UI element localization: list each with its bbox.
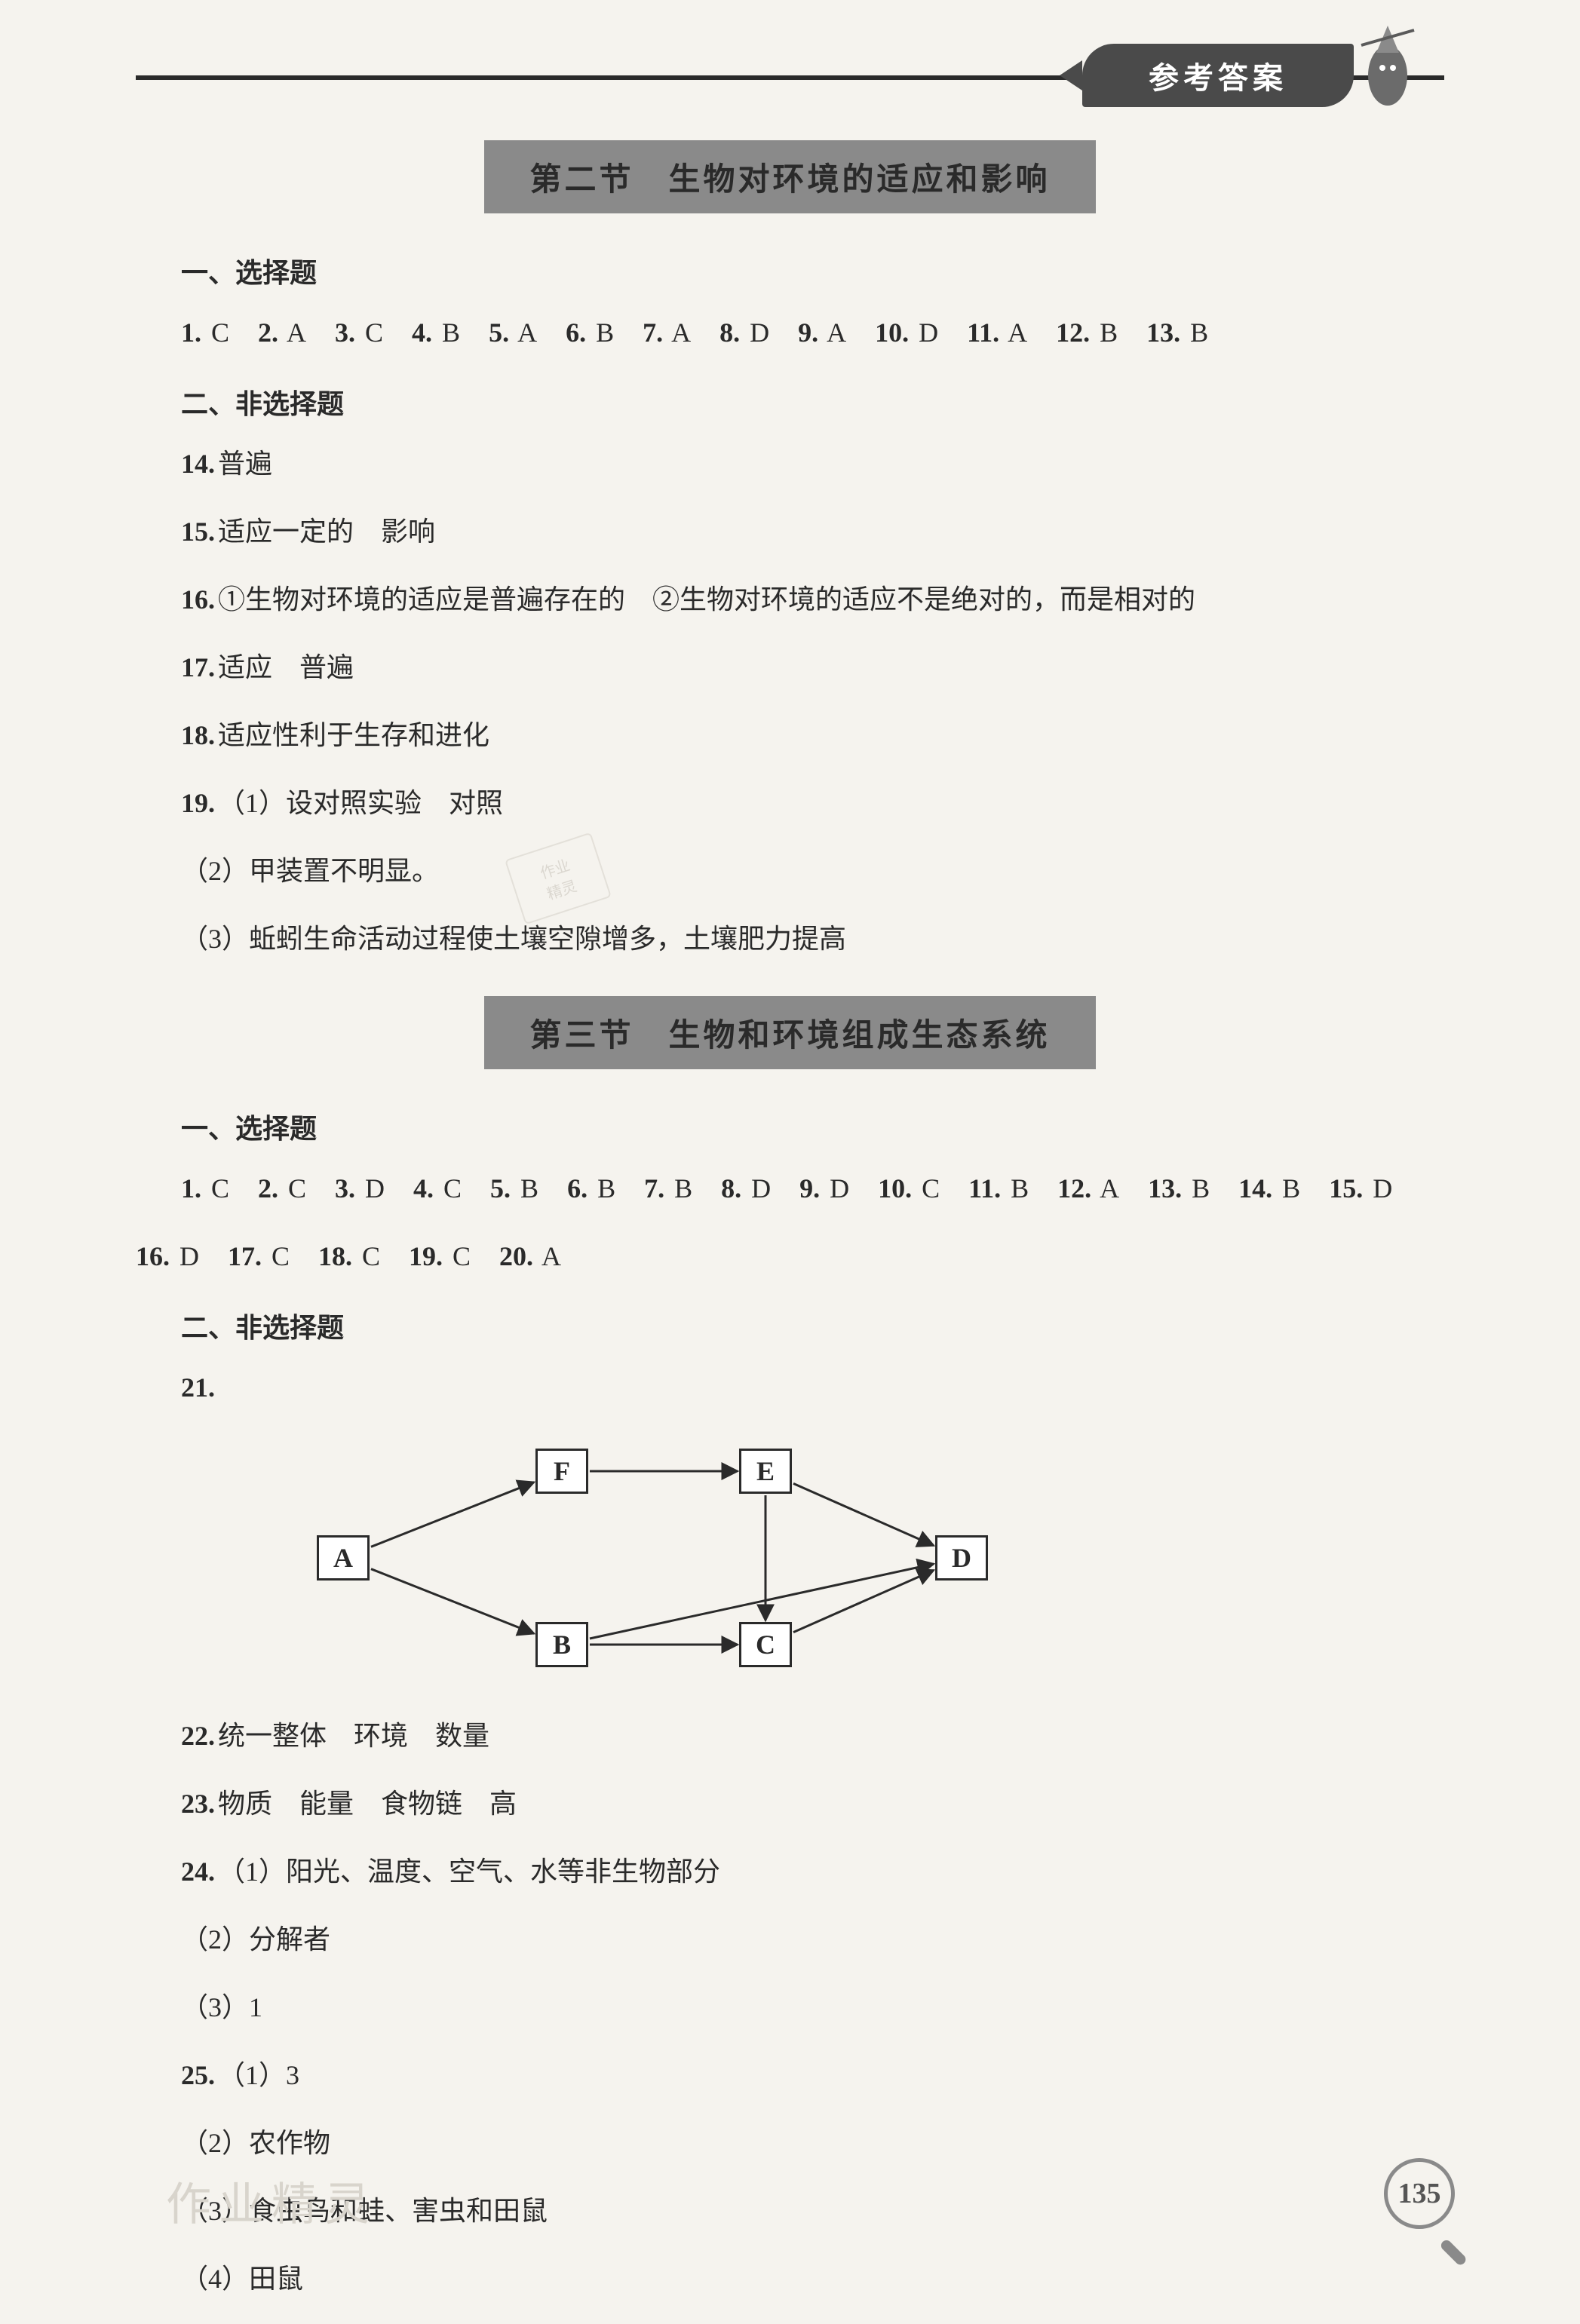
header-badge: 参考答案	[1082, 44, 1354, 107]
mascot-icon	[1354, 23, 1422, 113]
mc-item: 8. D	[719, 305, 769, 360]
mc-item: 8. D	[721, 1161, 771, 1216]
q25-1: 25.（1）3	[181, 2048, 1444, 2102]
q16: 16.①生物对环境的适应是普遍存在的 ②生物对环境的适应不是绝对的，而是相对的	[181, 572, 1444, 627]
section3-mc-row2: 16. D 17. C 18. C 19. C 20. A	[136, 1229, 1444, 1283]
diagram-node-F: F	[535, 1449, 588, 1494]
mc-item: 2. C	[258, 1161, 306, 1216]
diagram-node-E: E	[739, 1449, 792, 1494]
mc-item: 5. B	[490, 1161, 538, 1216]
mc-item: 6. B	[567, 1161, 615, 1216]
mc-item: 7. B	[644, 1161, 692, 1216]
mc-item: 3. C	[335, 305, 383, 360]
q19-1: 19.（1）设对照实验 对照	[181, 776, 1444, 830]
section2-nmc-heading: 二、非选择题	[181, 382, 1444, 422]
mc-item: 6. B	[566, 305, 614, 360]
mc-item: 13. B	[1146, 305, 1208, 360]
food-web-diagram: A B C D E F	[256, 1430, 1011, 1686]
mc-item: 19. C	[409, 1229, 471, 1283]
q25-2: （2）农作物	[181, 2116, 1444, 2170]
section3-nmc-heading: 二、非选择题	[181, 1306, 1444, 1345]
q23: 23.物质 能量 食物链 高	[181, 1777, 1444, 1831]
section-2-title: 第二节 生物对环境的适应和影响	[484, 140, 1095, 213]
page-number: 135	[1384, 2158, 1455, 2229]
mc-item: 4. B	[412, 305, 460, 360]
mc-item: 9. D	[799, 1161, 849, 1216]
q25-4: （4）田鼠	[181, 2252, 1444, 2306]
q19-3: （3）蚯蚓生命活动过程使土壤空隙增多，土壤肥力提高	[181, 912, 1444, 966]
q19-2: （2）甲装置不明显。	[181, 844, 1444, 898]
mc-item: 13. B	[1148, 1161, 1210, 1216]
q15: 15.适应一定的 影响	[181, 504, 1444, 559]
mc-item: 14. B	[1238, 1161, 1300, 1216]
q24-3: （3）1	[181, 1980, 1444, 2034]
q18: 18.适应性利于生存和进化	[181, 708, 1444, 762]
mc-item: 16. D	[136, 1229, 199, 1283]
diagram-node-A: A	[317, 1535, 370, 1581]
mc-item: 3. D	[335, 1161, 385, 1216]
mc-item: 12. B	[1056, 305, 1118, 360]
mc-item: 9. A	[798, 305, 846, 360]
mc-item: 4. C	[413, 1161, 462, 1216]
mc-item: 15. D	[1329, 1161, 1392, 1216]
mc-item: 1. C	[181, 1161, 229, 1216]
diagram-edge	[371, 1569, 534, 1634]
section2-mc-heading: 一、选择题	[181, 251, 1444, 290]
mc-item: 5. A	[489, 305, 537, 360]
mc-item: 18. C	[318, 1229, 380, 1283]
section2-mc-answers: 1. C 2. A 3. C 4. B 5. A 6. B 7. A 8. D 9. A 10. …	[181, 305, 1444, 360]
diagram-node-B: B	[535, 1622, 588, 1667]
mc-item: 10. D	[875, 305, 938, 360]
section3-mc-heading: 一、选择题	[181, 1107, 1444, 1146]
q24-1: 24.（1）阳光、温度、空气、水等非生物部分	[181, 1844, 1444, 1899]
section-3-title: 第三节 生物和环境组成生态系统	[484, 996, 1095, 1069]
q14: 14.普遍	[181, 437, 1444, 491]
diagram-edges	[256, 1430, 1011, 1686]
q25-3: （3）食虫鸟和蛙、害虫和田鼠	[181, 2184, 1444, 2238]
q21: 21.	[181, 1360, 1444, 1415]
header-badge-text: 参考答案	[1149, 54, 1287, 97]
diagram-edge	[371, 1482, 534, 1547]
mc-item: 2. A	[258, 305, 306, 360]
page-number-badge: 135	[1384, 2158, 1467, 2241]
mc-item: 1. C	[181, 305, 229, 360]
section3-mc-row1: 1. C 2. C 3. D 4. C 5. B 6. B 7. B 8. D 9. D 10. …	[181, 1161, 1444, 1216]
mc-item: 11. A	[967, 305, 1027, 360]
header-rule: 参考答案	[136, 75, 1444, 80]
mc-item: 11. B	[968, 1161, 1029, 1216]
mc-item: 10. C	[878, 1161, 940, 1216]
mc-item: 17. C	[228, 1229, 290, 1283]
q17: 17.适应 普遍	[181, 640, 1444, 694]
q22: 22.统一整体 环境 数量	[181, 1709, 1444, 1763]
diagram-node-D: D	[935, 1535, 988, 1581]
mc-item: 7. A	[643, 305, 691, 360]
diagram-node-C: C	[739, 1622, 792, 1667]
mc-item: 20. A	[499, 1229, 561, 1283]
mc-item: 12. A	[1057, 1161, 1119, 1216]
diagram-edge	[793, 1483, 934, 1545]
q24-2: （2）分解者	[181, 1912, 1444, 1967]
